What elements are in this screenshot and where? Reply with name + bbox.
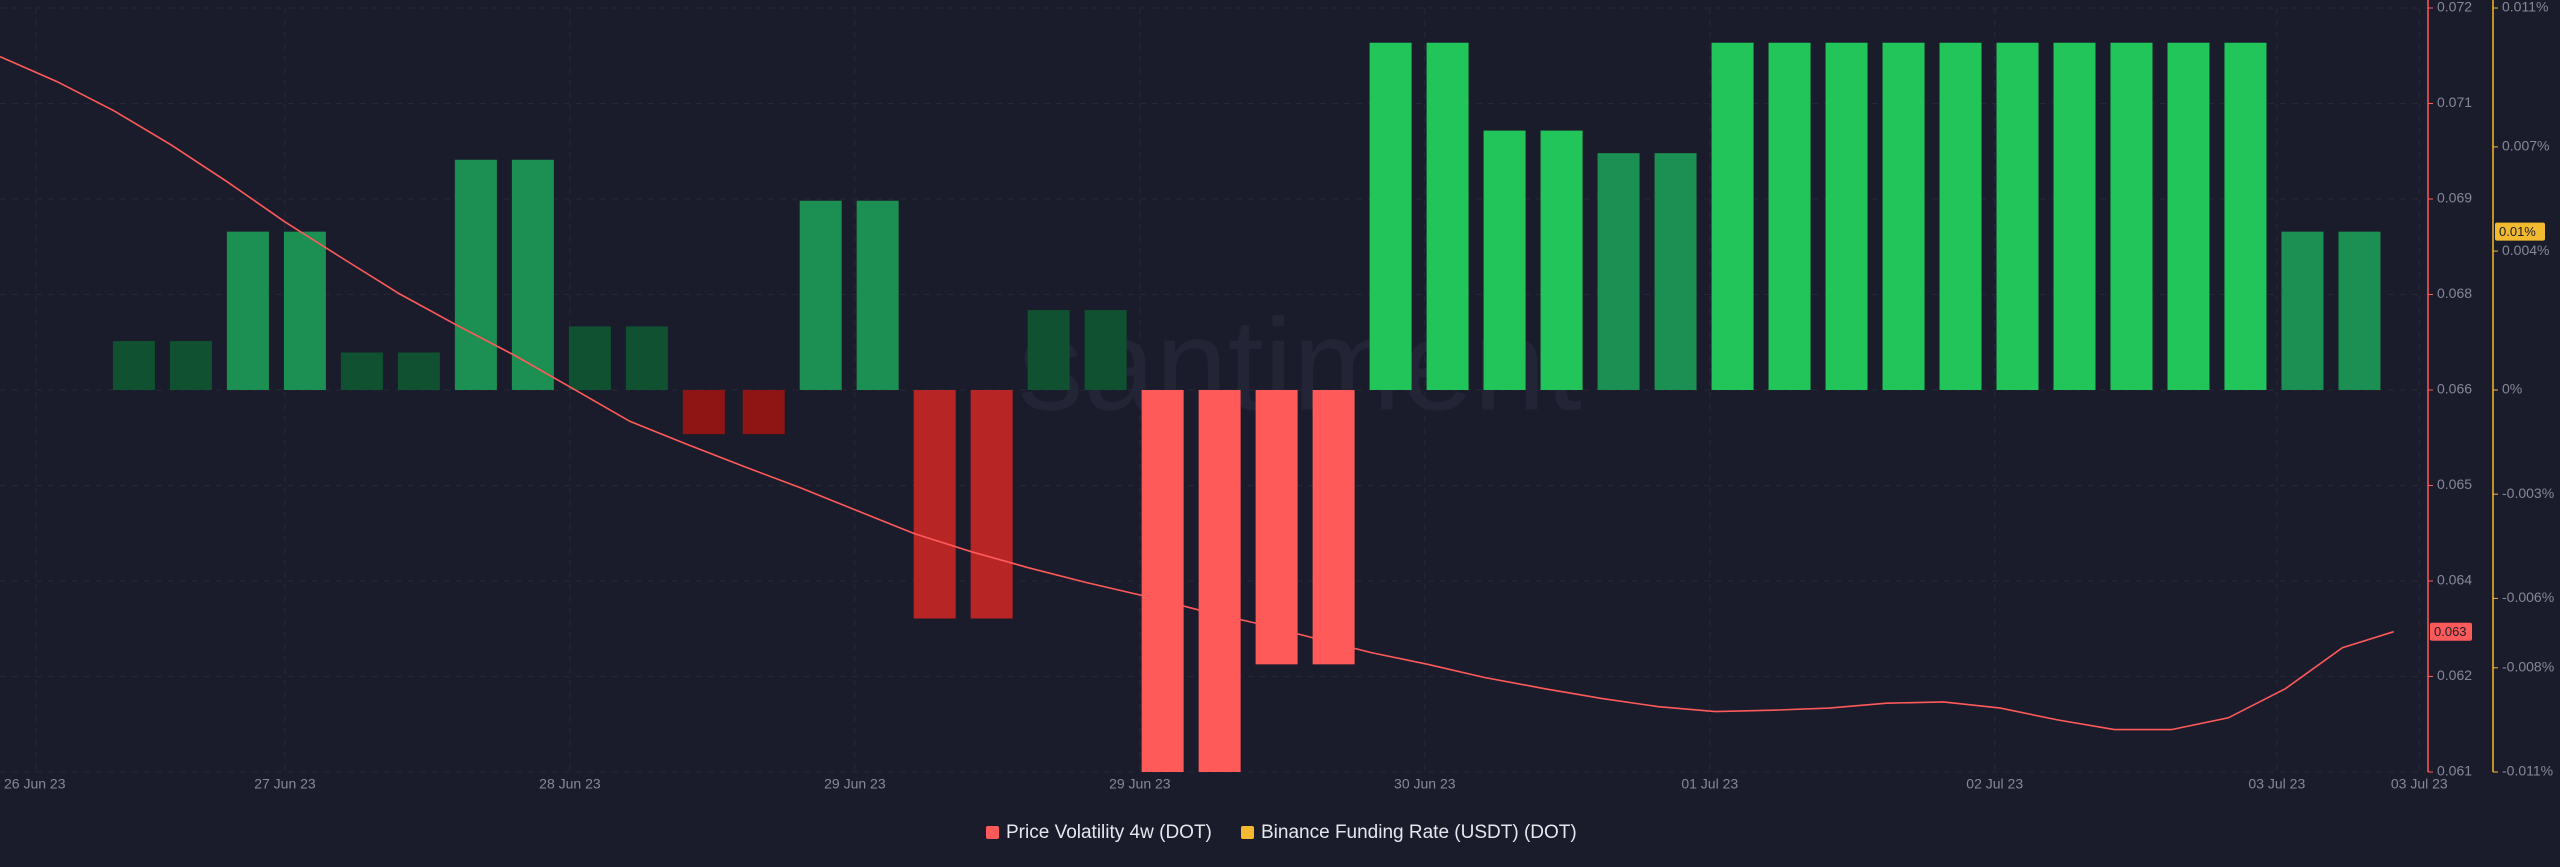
- y2-tick-label: 0.007%: [2502, 138, 2549, 154]
- bar: [2281, 231, 2324, 390]
- y-tick-label: 0.069: [2437, 190, 2472, 206]
- legend-label: Price Volatility 4w (DOT): [1006, 822, 1212, 843]
- bar: [2110, 42, 2153, 391]
- bar: [169, 341, 212, 390]
- bar: [2224, 42, 2267, 391]
- x-tick-label: 28 Jun 23: [539, 776, 601, 792]
- last-value-label: 0.063: [2434, 624, 2467, 639]
- y-tick-label: 0.065: [2437, 476, 2472, 492]
- y2-tick-label: -0.008%: [2502, 659, 2554, 675]
- bar: [2053, 42, 2096, 391]
- bar: [1825, 42, 1868, 391]
- bar: [340, 352, 383, 390]
- x-tick-label: 03 Jul 23: [2391, 776, 2448, 792]
- line: [0, 55, 2394, 731]
- x-tick-label: 26 Jun 23: [4, 776, 66, 792]
- y-tick-label: 0.064: [2437, 572, 2472, 588]
- y2-tick-label: -0.006%: [2502, 589, 2554, 605]
- bar: [1198, 390, 1241, 772]
- x-tick-label: 29 Jun 23: [1109, 776, 1171, 792]
- bar: [682, 390, 725, 435]
- x-tick-label: 30 Jun 23: [1394, 776, 1456, 792]
- y-tick-label: 0.072: [2437, 0, 2472, 15]
- last-value-box: [2495, 222, 2545, 241]
- bar: [2167, 42, 2210, 391]
- bar: [970, 390, 1013, 619]
- bar: [1084, 310, 1127, 390]
- y2-tick-label: 0%: [2502, 381, 2522, 397]
- bar: [799, 200, 842, 390]
- bar: [1939, 42, 1982, 391]
- bar: [1996, 42, 2039, 391]
- bar: [112, 341, 155, 390]
- bar: [397, 352, 440, 390]
- bar: [226, 231, 269, 390]
- bar: [511, 159, 554, 390]
- bar: [1141, 390, 1184, 772]
- bar: [1369, 42, 1412, 391]
- x-tick-label: 02 Jul 23: [1966, 776, 2023, 792]
- bar: [568, 326, 611, 390]
- bar: [2338, 231, 2381, 390]
- y-tick-label: 0.066: [2437, 381, 2472, 397]
- bar: [1312, 390, 1355, 665]
- bar: [1483, 130, 1526, 390]
- x-tick-label: 03 Jul 23: [2248, 776, 2305, 792]
- y2-tick-label: 0.011%: [2502, 0, 2548, 15]
- bar: [856, 200, 899, 390]
- last-value-label: 0.01%: [2499, 224, 2536, 239]
- x-tick-label: 29 Jun 23: [824, 776, 886, 792]
- y-tick-label: 0.061: [2437, 763, 2472, 779]
- y2-tick-label: -0.003%: [2502, 485, 2554, 501]
- legend-swatch: [1241, 826, 1254, 839]
- bar: [454, 159, 497, 390]
- x-tick-label: 01 Jul 23: [1681, 776, 1738, 792]
- bar: [1711, 42, 1754, 391]
- bar: [625, 326, 668, 390]
- y-tick-label: 0.068: [2437, 285, 2472, 301]
- last-value-box: [2430, 622, 2472, 641]
- bar: [1426, 42, 1469, 391]
- y2-tick-label: -0.011%: [2502, 763, 2553, 779]
- bar: [1768, 42, 1811, 391]
- y-tick-label: 0.062: [2437, 667, 2472, 683]
- bar: [1540, 130, 1583, 390]
- legend-label: Binance Funding Rate (USDT) (DOT): [1261, 822, 1577, 843]
- bar: [1882, 42, 1925, 391]
- bar: [1255, 390, 1298, 665]
- bar: [283, 231, 326, 390]
- y2-tick-label: 0.004%: [2502, 242, 2549, 258]
- bar: [1027, 310, 1070, 390]
- y-tick-label: 0.071: [2437, 94, 2472, 110]
- x-tick-label: 27 Jun 23: [254, 776, 316, 792]
- bar: [742, 390, 785, 435]
- bar: [1654, 153, 1697, 390]
- bar: [913, 390, 956, 619]
- bar: [1597, 153, 1640, 390]
- legend-swatch: [986, 826, 999, 839]
